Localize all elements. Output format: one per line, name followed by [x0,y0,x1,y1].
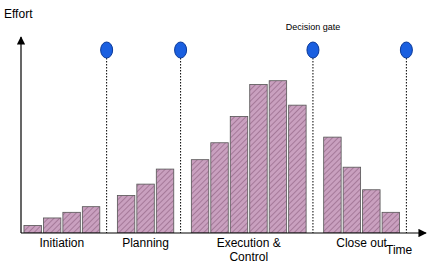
bar [63,212,80,233]
phase-label-line: Control [229,250,268,264]
bar [156,169,173,233]
bar [230,116,247,233]
decision-gates [101,42,413,233]
bar [324,137,341,233]
bar [343,167,360,233]
gate-marker [101,42,113,58]
y-axis-title: Effort [4,7,33,21]
chart: Decision gate Effort Time Initiation Plannin… [0,0,434,276]
bar [269,81,286,233]
phase-label: Execution &Control [217,236,281,264]
bar [382,212,399,233]
bar [211,143,228,233]
x-axis-line [21,232,426,233]
gate-marker [175,42,187,58]
gate-marker [400,42,412,58]
phase-label: Close out [336,236,387,250]
gate-marker [307,42,319,58]
bar [137,184,154,233]
gate-line [180,58,181,233]
bar [289,105,306,233]
gate-line [406,58,407,233]
gate-line [312,58,313,233]
bar [43,218,60,233]
phase-label: Initiation [40,236,85,250]
bar [24,225,41,233]
gate-label: Decision gate [286,22,341,32]
bar [191,160,208,233]
bars [24,81,400,233]
phase-label: Planning [122,236,169,250]
phase-label-line: Execution & [217,236,281,250]
gate-line [106,58,107,233]
y-axis-line [20,37,21,233]
x-axis-title: Time [386,243,413,257]
y-axis [21,37,22,233]
bar [117,195,134,233]
bar [82,207,99,233]
bar [363,190,380,233]
bar [250,84,267,233]
